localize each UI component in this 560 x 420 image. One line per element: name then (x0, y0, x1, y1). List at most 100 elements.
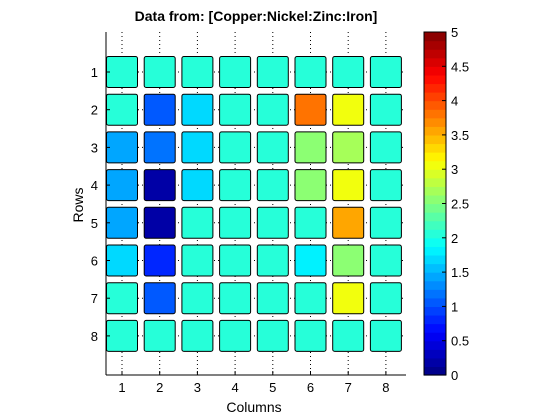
y-tick-label: 1 (91, 65, 98, 80)
colorbar-segment (424, 323, 446, 333)
heatmap-cell (294, 93, 327, 126)
colorbar: 0 0.5 1 1.5 2 2.5 3 3.5 4 4.5 5 (423, 25, 469, 383)
colorbar-segment (424, 66, 446, 76)
colorbar-segment (424, 349, 446, 359)
colorbar-segment (424, 57, 446, 67)
x-tick-label: 1 (118, 380, 125, 395)
heatmap-cell (181, 244, 214, 277)
heatmap-cell (181, 319, 214, 352)
heatmap-cell (106, 93, 138, 126)
colorbar-tick-label: 2 (451, 231, 458, 246)
heatmap-cell (143, 319, 176, 352)
heatmap-cells (106, 56, 402, 352)
heatmap-cell (332, 93, 365, 126)
heatmap-cell (143, 93, 176, 126)
heatmap-cell (256, 56, 289, 88)
colorbar-segment (424, 32, 446, 42)
colorbar-segment (424, 229, 446, 239)
heatmap-cell (181, 131, 214, 164)
colorbar-tick-label: 0.5 (451, 334, 469, 349)
heatmap-cell (106, 206, 138, 239)
colorbar-segment (424, 186, 446, 196)
heatmap-cell (256, 319, 289, 352)
heatmap-cell (294, 56, 327, 88)
y-tick-label: 3 (91, 140, 98, 155)
heatmap-cell (219, 169, 252, 202)
colorbar-tick-label: 3.5 (451, 128, 469, 143)
y-axis-label: Rows (70, 187, 86, 222)
colorbar-segment (424, 220, 446, 230)
heatmap-cell (294, 206, 327, 239)
heatmap-cell (106, 169, 138, 202)
colorbar-segment (424, 314, 446, 325)
chart-title: Data from: [Copper:Nickel:Zinc:Iron] (135, 8, 378, 24)
heatmap-cell (294, 169, 327, 202)
colorbar-segment (424, 272, 446, 282)
colorbar-segment (424, 306, 446, 316)
colorbar-segment (424, 237, 446, 247)
heatmap-cell (369, 169, 402, 202)
colorbar-tick-label: 5 (451, 25, 458, 40)
heatmap-cell (256, 244, 289, 277)
heatmap-cell (294, 282, 327, 315)
heatmap-cell (369, 131, 402, 164)
heatmap-cell (256, 282, 289, 315)
heatmap-cell (181, 282, 214, 315)
heatmap-cell (106, 282, 138, 315)
colorbar-segment (424, 92, 446, 102)
heatmap-cell (369, 93, 402, 126)
heatmap-cell (143, 131, 176, 164)
x-tick-label: 5 (269, 380, 276, 395)
colorbar-segment (424, 74, 446, 85)
colorbar-segment (424, 246, 446, 256)
heatmap-cell (294, 131, 327, 164)
colorbar-segment (424, 160, 446, 170)
y-tick-label: 6 (91, 254, 98, 269)
colorbar-segment (424, 263, 446, 273)
heatmap-cell (106, 319, 138, 352)
heatmap-cell (332, 56, 365, 88)
colorbar-tick-label: 2.5 (451, 197, 469, 212)
heatmap-cell (143, 244, 176, 277)
colorbar-segment (424, 194, 446, 205)
heatmap-cell (256, 206, 289, 239)
colorbar-segment (424, 134, 446, 145)
heatmap-cell (369, 282, 402, 315)
heatmap-cell (181, 169, 214, 202)
x-tick-label: 3 (194, 380, 201, 395)
heatmap-cell (219, 244, 252, 277)
heatmap-cell (219, 131, 252, 164)
heatmap-cell (369, 56, 402, 88)
heatmap-cell (332, 206, 365, 239)
colorbar-segment (424, 83, 446, 93)
heatmap-cell (332, 319, 365, 352)
colorbar-segment (424, 152, 446, 162)
heatmap-cell (332, 131, 365, 164)
heatmap-cell (294, 244, 327, 277)
colorbar-tick-label: 1.5 (451, 265, 469, 280)
colorbar-segment (424, 212, 446, 222)
y-tick-label: 8 (91, 329, 98, 344)
heatmap-cell (181, 56, 214, 88)
heatmap-cell (143, 169, 176, 202)
colorbar-tick-label: 4 (451, 94, 458, 109)
y-tick-label: 5 (91, 216, 98, 231)
x-tick-label: 2 (156, 380, 163, 395)
colorbar-segment (424, 109, 446, 119)
colorbar-segment (424, 332, 446, 342)
heatmap-cell (143, 56, 176, 88)
heatmap-cell (256, 169, 289, 202)
colorbar-tick-label: 1 (451, 299, 458, 314)
colorbar-segment (424, 254, 446, 265)
x-axis-label: Columns (226, 399, 281, 415)
heatmap-cell (369, 244, 402, 277)
colorbar-segment (424, 357, 446, 368)
y-tick-label: 4 (91, 178, 98, 193)
colorbar-segment (424, 297, 446, 307)
colorbar-segment (424, 169, 446, 179)
heatmap-cell (219, 282, 252, 315)
plot-area (106, 32, 406, 375)
heatmap-cell (219, 206, 252, 239)
axes: 1 2 3 4 5 6 7 8 1 2 3 4 5 6 7 8 (91, 32, 406, 395)
colorbar-tick-label: 4.5 (451, 59, 469, 74)
